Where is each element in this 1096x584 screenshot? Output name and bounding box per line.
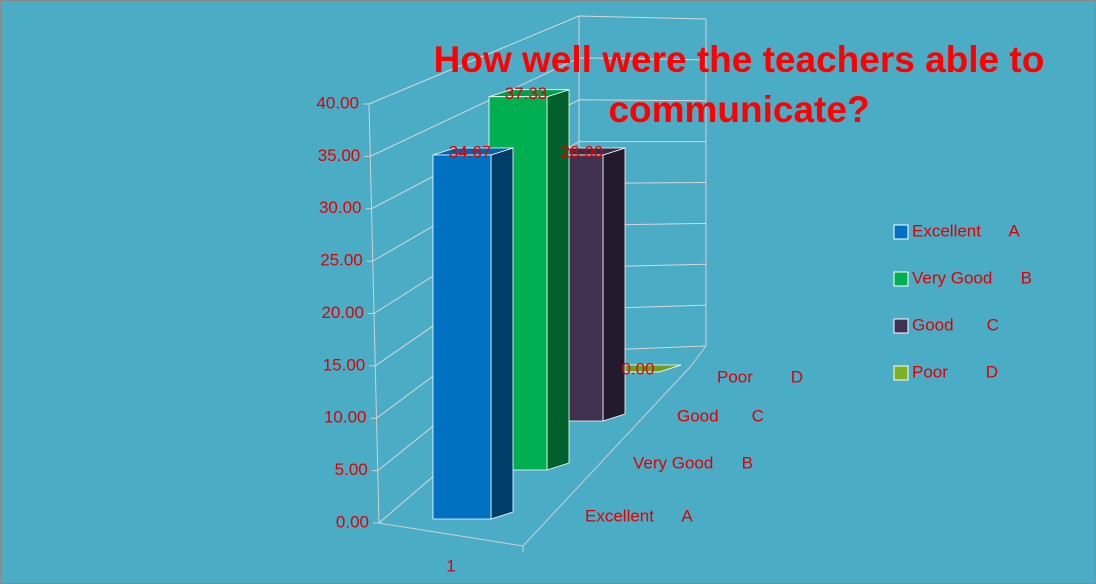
legend-label: Poor D: [912, 362, 998, 381]
value-label: 34.67: [449, 142, 492, 161]
legend-swatch: [893, 365, 909, 381]
y-tick-label: 20.00: [321, 303, 364, 322]
legend-label: Good C: [912, 315, 999, 334]
legend-swatch: [893, 224, 909, 240]
depth-label: Excellent A: [585, 506, 693, 525]
grid-line: [370, 57, 707, 157]
y-tick-label: 25.00: [320, 251, 363, 270]
depth-label: Poor D: [717, 367, 803, 386]
grid-line: [368, 15, 707, 105]
depth-label: Good C: [677, 406, 764, 425]
bar-face: [490, 147, 514, 520]
y-tick-label: 40.00: [316, 93, 359, 112]
legend-label: Very Good B: [912, 268, 1032, 287]
value-label: 0.00: [621, 359, 654, 378]
value-label: 28.00: [561, 142, 604, 161]
bar-face: [602, 147, 626, 422]
value-label: 37.33: [505, 84, 548, 103]
legend-swatch: [893, 318, 909, 334]
bar-face: [432, 154, 492, 520]
legend-label: Excellent A: [912, 221, 1020, 240]
chart-title: How well were the teachers able to commu…: [433, 39, 1045, 130]
legend-swatch: [893, 271, 909, 287]
y-tick-label: 15.00: [323, 355, 366, 374]
floor: [690, 345, 707, 367]
y-tick-label: 10.00: [324, 408, 367, 427]
depth-label: Very Good B: [633, 453, 753, 472]
x-tick-label: 1: [446, 556, 455, 575]
bar: [432, 147, 514, 520]
y-tick-label: 35.00: [318, 146, 361, 165]
y-tick-label: 30.00: [319, 198, 362, 217]
y-tick-label: 5.00: [335, 460, 368, 479]
y-tick-label: 0.00: [336, 512, 369, 531]
